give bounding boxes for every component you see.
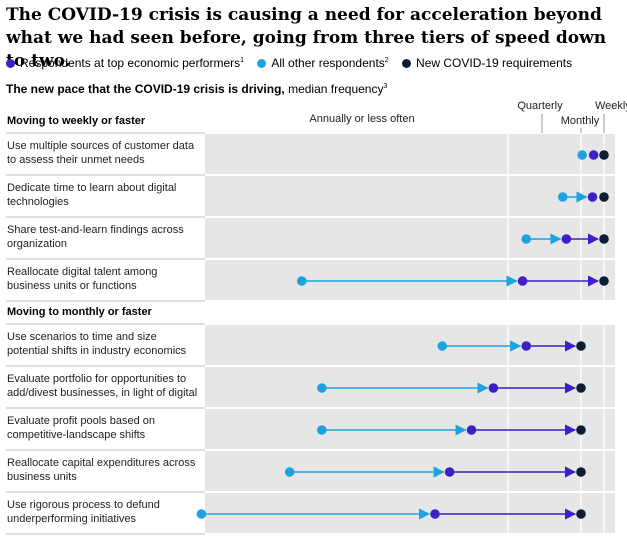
dot-top-performers <box>444 467 455 477</box>
row-band <box>205 218 615 258</box>
legend-item-covid: New COVID-19 requirements <box>402 56 572 70</box>
axis-label: Monthly <box>561 115 600 127</box>
dot-top-performers <box>517 276 528 286</box>
row-label: Share test-and-learn findings across <box>7 224 184 236</box>
chart-subtitle: The new pace that the COVID-19 crisis is… <box>6 82 387 96</box>
row-label: business units or functions <box>7 280 137 292</box>
section-header: Moving to weekly or faster <box>7 115 146 127</box>
row-label: Dedicate time to learn about digital <box>7 182 176 194</box>
dot-covid-requirement <box>576 509 586 519</box>
row-label: add/divest businesses, in light of digit… <box>7 387 197 399</box>
row-band <box>205 176 615 216</box>
dot-top-performers <box>521 341 532 351</box>
row-band <box>205 493 615 533</box>
legend: Respondents at top economic performers1 … <box>6 56 582 70</box>
row-band <box>205 325 615 365</box>
dot-all-other <box>196 509 207 519</box>
legend-item-top: Respondents at top economic performers1 <box>6 56 244 70</box>
legend-sup-top: 1 <box>240 57 245 64</box>
row-label: business units <box>7 471 77 483</box>
chart-title: The COVID-19 crisis is causing a need fo… <box>6 5 607 71</box>
subtitle-sup: 3 <box>383 83 388 90</box>
dot-covid-requirement <box>576 341 586 351</box>
dot-top-performers <box>588 150 599 160</box>
legend-dot-covid <box>402 59 412 68</box>
dot-all-other <box>296 276 307 286</box>
dot-covid-requirement <box>599 276 609 286</box>
section-header: Moving to monthly or faster <box>7 306 153 318</box>
row-label: competitive-landscape shifts <box>7 429 146 441</box>
dot-all-other <box>557 192 568 202</box>
dot-covid-requirement <box>599 150 609 160</box>
subtitle-bold: The new pace that the COVID-19 crisis is… <box>6 82 285 96</box>
dot-all-other <box>577 150 587 160</box>
legend-sup-other: 2 <box>384 57 389 64</box>
dot-top-performers <box>587 192 598 202</box>
row-band <box>205 260 615 300</box>
row-label: Evaluate profit pools based on <box>7 415 155 427</box>
row-band <box>205 134 615 174</box>
dot-all-other <box>521 234 532 244</box>
row-label: technologies <box>7 196 69 208</box>
dot-top-performers <box>430 509 440 519</box>
legend-dot-top <box>6 59 15 68</box>
dot-covid-requirement <box>576 425 586 435</box>
dot-covid-requirement <box>599 192 609 202</box>
row-label: potential shifts in industry economics <box>7 345 187 357</box>
row-label: Reallocate capital expenditures across <box>7 457 196 469</box>
row-label: Use scenarios to time and size <box>7 331 157 343</box>
dot-covid-requirement <box>576 467 586 477</box>
dot-top-performers <box>466 425 477 435</box>
legend-dot-other <box>257 59 267 68</box>
dot-all-other <box>284 467 295 477</box>
dot-all-other <box>317 425 327 435</box>
row-label: Use multiple sources of customer data <box>7 140 195 152</box>
dot-all-other <box>437 341 448 351</box>
legend-label-top: Respondents at top economic performers <box>20 56 241 70</box>
legend-label-other: All other respondents <box>271 56 385 70</box>
dot-top-performers <box>561 234 572 244</box>
axis-label: Quarterly <box>517 100 563 112</box>
dot-covid-requirement <box>576 383 586 393</box>
row-band <box>205 451 615 491</box>
row-label: Evaluate portfolio for opportunities to <box>7 373 186 385</box>
row-label: organization <box>7 238 67 250</box>
legend-label-covid: New COVID-19 requirements <box>416 56 573 70</box>
subtitle-normal: median frequency <box>284 82 384 96</box>
row-label: Use rigorous process to defund <box>7 499 160 511</box>
axis-label: Annually or less often <box>309 113 414 125</box>
row-label: underperforming initiatives <box>7 513 137 525</box>
row-label: Reallocate digital talent among <box>7 266 157 278</box>
row-band <box>205 409 615 449</box>
row-label: to assess their unmet needs <box>7 154 145 166</box>
dot-top-performers <box>488 383 499 393</box>
dot-covid-requirement <box>599 234 609 244</box>
row-band <box>205 367 615 407</box>
legend-item-other: All other respondents2 <box>257 56 389 70</box>
axis-label: Weekly <box>595 100 627 112</box>
dot-all-other <box>317 383 327 393</box>
